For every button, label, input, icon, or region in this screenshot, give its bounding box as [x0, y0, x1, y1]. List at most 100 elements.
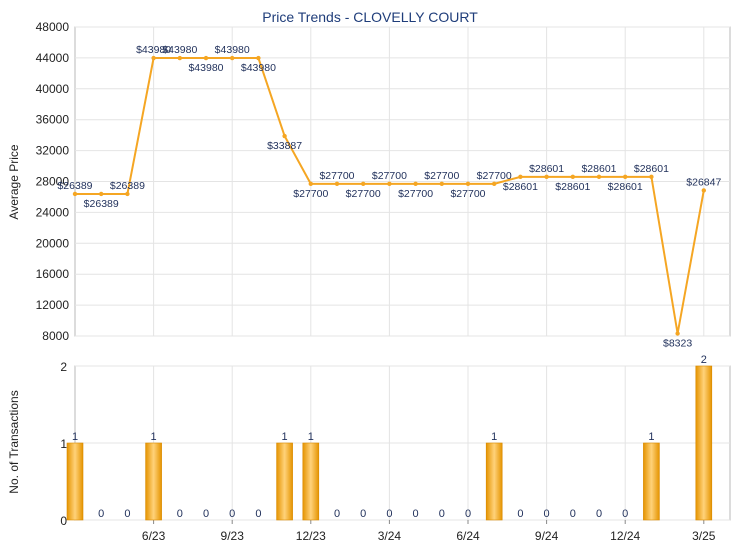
price-point: [203, 55, 209, 61]
transaction-bar: [485, 442, 503, 521]
price-point: [675, 331, 680, 336]
price-data-label: $27700: [372, 170, 407, 182]
price-panel: 8000 12000 16000 20000 24000 28000 32000 36000 4…: [36, 20, 731, 350]
x-tick-label: 3/25: [692, 529, 716, 543]
x-tick-label: 6/24: [456, 529, 480, 543]
price-point: [439, 181, 444, 187]
price-point: [361, 181, 366, 187]
price-point: [596, 174, 602, 180]
transaction-count-label: 0: [465, 508, 471, 520]
price-data-label: $43980: [188, 62, 223, 74]
transaction-count-label: 1: [72, 431, 78, 443]
price-data-label: $43980: [241, 62, 276, 74]
price-data-label: $43980: [215, 44, 250, 56]
price-data-label: $28601: [555, 181, 590, 193]
price-point: [649, 174, 654, 180]
price-data-label: $33887: [267, 140, 302, 152]
x-tick-label: 12/24: [610, 529, 640, 543]
price-y-tick-label: 40000: [36, 82, 70, 96]
transaction-count-label: 0: [255, 508, 261, 520]
price-point: [230, 55, 235, 61]
price-point: [72, 191, 78, 197]
price-y-tick-label: 12000: [36, 298, 70, 312]
price-point: [465, 181, 471, 187]
transaction-count-label: 1: [151, 431, 157, 443]
price-point: [177, 55, 182, 61]
transaction-count-label: 1: [648, 431, 654, 443]
price-data-label: $27700: [319, 170, 354, 182]
transaction-count-label: 0: [413, 508, 419, 520]
price-point: [701, 188, 706, 193]
transactions-y-tick-label: 0: [60, 514, 67, 528]
price-point: [492, 181, 497, 187]
price-y-tick-label: 16000: [36, 267, 70, 281]
price-data-label: $26389: [110, 180, 145, 192]
price-y-axis-label: Average Price: [7, 144, 21, 219]
transactions-y-tick-label: 1: [60, 437, 67, 451]
price-point: [570, 174, 575, 180]
transaction-count-label: 0: [596, 508, 602, 520]
transactions-y-tick-label: 2: [60, 360, 67, 374]
price-data-label: $27700: [293, 188, 328, 200]
transaction-count-label: 0: [570, 508, 576, 520]
price-y-tick-label: 28000: [36, 175, 70, 189]
price-y-tick-label: 8000: [42, 329, 69, 343]
price-data-label: $28601: [581, 163, 616, 175]
price-point: [125, 191, 130, 197]
transaction-count-label: 0: [622, 508, 628, 520]
transaction-bar: [66, 442, 84, 521]
price-data-label: $8323: [663, 338, 692, 350]
price-point: [151, 55, 156, 61]
x-tick-label: 3/24: [378, 529, 402, 543]
price-data-label: $27700: [450, 188, 485, 200]
price-y-tick-label: 20000: [36, 236, 70, 250]
price-data-label: $28601: [503, 181, 538, 193]
transaction-bar: [302, 442, 320, 521]
transaction-count-label: 0: [203, 508, 209, 520]
transaction-count-label: 0: [544, 508, 550, 520]
transaction-count-label: 0: [334, 508, 340, 520]
transaction-count-label: 0: [98, 508, 104, 520]
transaction-count-label: 2: [701, 354, 707, 366]
transaction-count-label: 1: [308, 431, 314, 443]
transaction-count-label: 0: [517, 508, 523, 520]
price-point: [387, 181, 392, 187]
x-tick-label: 6/23: [142, 529, 166, 543]
transaction-bar: [276, 442, 293, 521]
price-point: [623, 174, 628, 180]
x-tick-label: 12/23: [296, 529, 326, 543]
price-data-label: $28601: [634, 163, 669, 175]
transaction-count-label: 1: [282, 431, 288, 443]
price-point: [308, 181, 313, 187]
transaction-bar: [145, 442, 162, 521]
price-data-label: $27700: [398, 188, 433, 200]
price-y-tick-label: 36000: [36, 113, 70, 127]
transaction-count-label: 0: [177, 508, 183, 520]
x-tick-label: 9/24: [535, 529, 559, 543]
chart-title: Price Trends - CLOVELLY COURT: [262, 9, 478, 25]
price-point: [282, 133, 287, 139]
transaction-bar: [695, 365, 713, 521]
price-data-label: $26389: [57, 180, 92, 192]
x-tick-label: 9/23: [221, 529, 245, 543]
price-point: [99, 191, 104, 197]
price-data-label: $26847: [686, 176, 721, 188]
price-y-tick-label: 24000: [36, 205, 70, 219]
transaction-bar: [643, 442, 660, 521]
price-y-tick-label: 32000: [36, 144, 70, 158]
price-data-label: $27700: [424, 170, 459, 182]
price-data-label: $27700: [346, 188, 381, 200]
price-data-label: $28601: [608, 181, 643, 193]
price-y-tick-label: 48000: [36, 20, 70, 34]
price-point: [256, 55, 261, 61]
transactions-panel: 0 1 2 6/23 9/23 12/23 3/24 6/24 9/24 12/24 3/25 1 0 0…: [60, 354, 731, 543]
transaction-count-label: 0: [439, 508, 445, 520]
transactions-y-axis-label: No. of Transactions: [7, 390, 21, 493]
transaction-count-label: 0: [124, 508, 130, 520]
price-y-tick-label: 44000: [36, 51, 70, 65]
price-data-label: $26389: [84, 198, 119, 210]
price-data-label: $28601: [529, 163, 564, 175]
price-point: [413, 181, 418, 187]
price-data-label: $43980: [162, 44, 197, 56]
